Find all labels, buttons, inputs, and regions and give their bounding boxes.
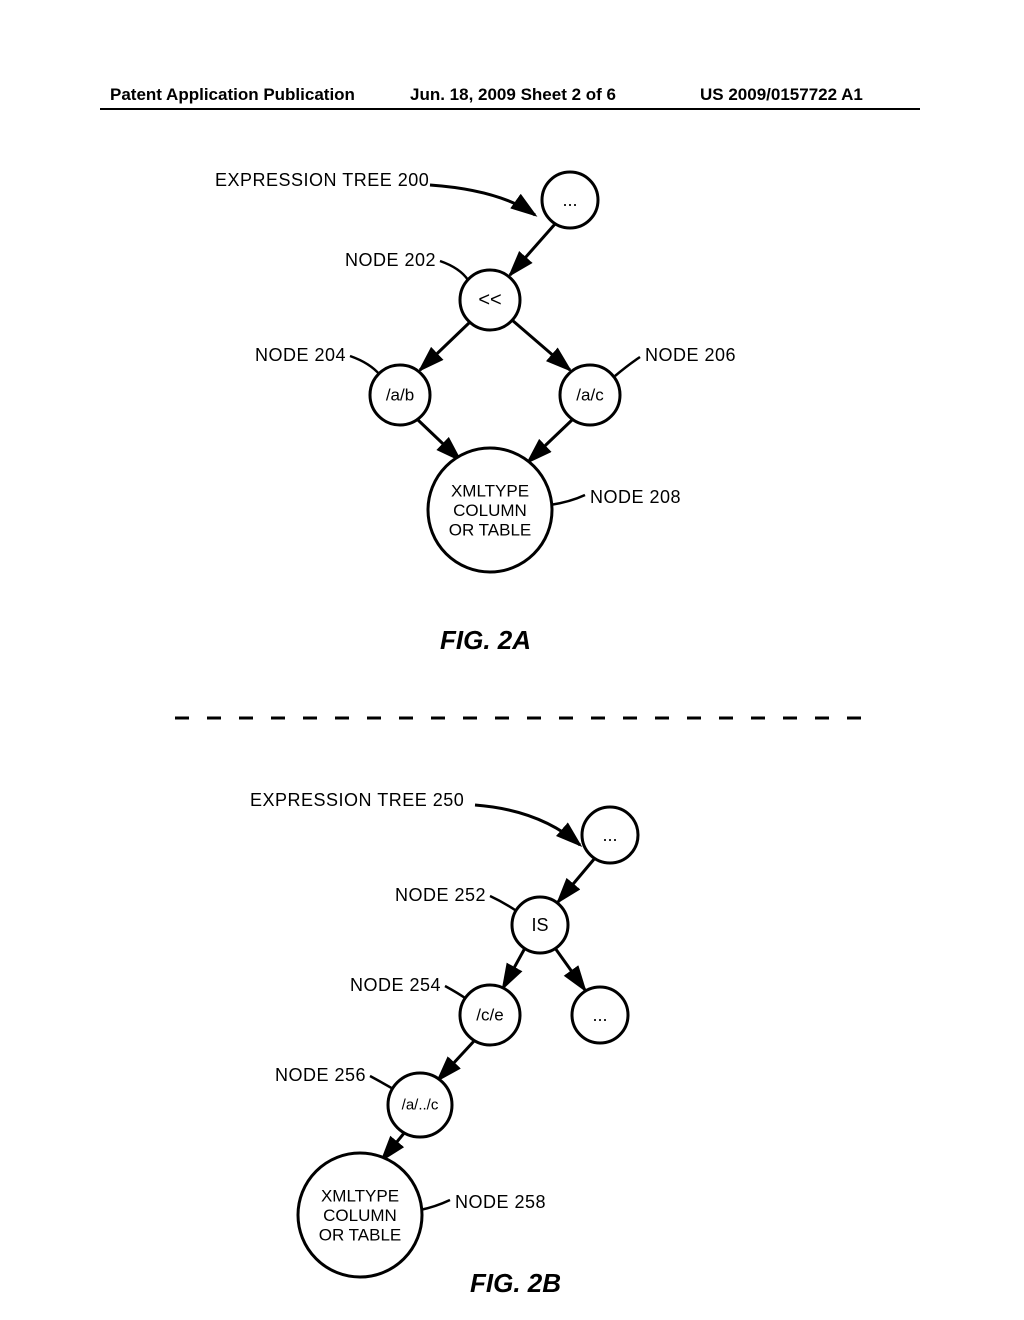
node-254: /c/e <box>460 985 520 1045</box>
page: Patent Application Publication Jun. 18, … <box>0 0 1024 1320</box>
label-node-254: NODE 254 <box>350 975 441 996</box>
label-node-252: NODE 252 <box>395 885 486 906</box>
svg-text:...: ... <box>602 825 617 845</box>
node-root-b: ... <box>582 807 638 863</box>
node-dots-b: ... <box>572 987 628 1043</box>
node-258: XMLTYPECOLUMNOR TABLE <box>298 1153 422 1277</box>
node-252: IS <box>512 897 568 953</box>
svg-text:/c/e: /c/e <box>476 1006 503 1025</box>
label-node-258: NODE 258 <box>455 1192 546 1213</box>
fig2b-caption: FIG. 2B <box>470 1268 561 1299</box>
label-node-256: NODE 256 <box>275 1065 366 1086</box>
svg-text:XMLTYPECOLUMNOR TABLE: XMLTYPECOLUMNOR TABLE <box>319 1186 402 1244</box>
svg-text:/a/../c: /a/../c <box>402 1097 439 1114</box>
svg-text:...: ... <box>592 1005 607 1025</box>
node-256: /a/../c <box>388 1073 452 1137</box>
svg-text:IS: IS <box>531 915 548 935</box>
fig2b-nodes: ... IS /c/e ... /a/../c XMLTYPECOLUMNOR … <box>0 0 1024 1320</box>
